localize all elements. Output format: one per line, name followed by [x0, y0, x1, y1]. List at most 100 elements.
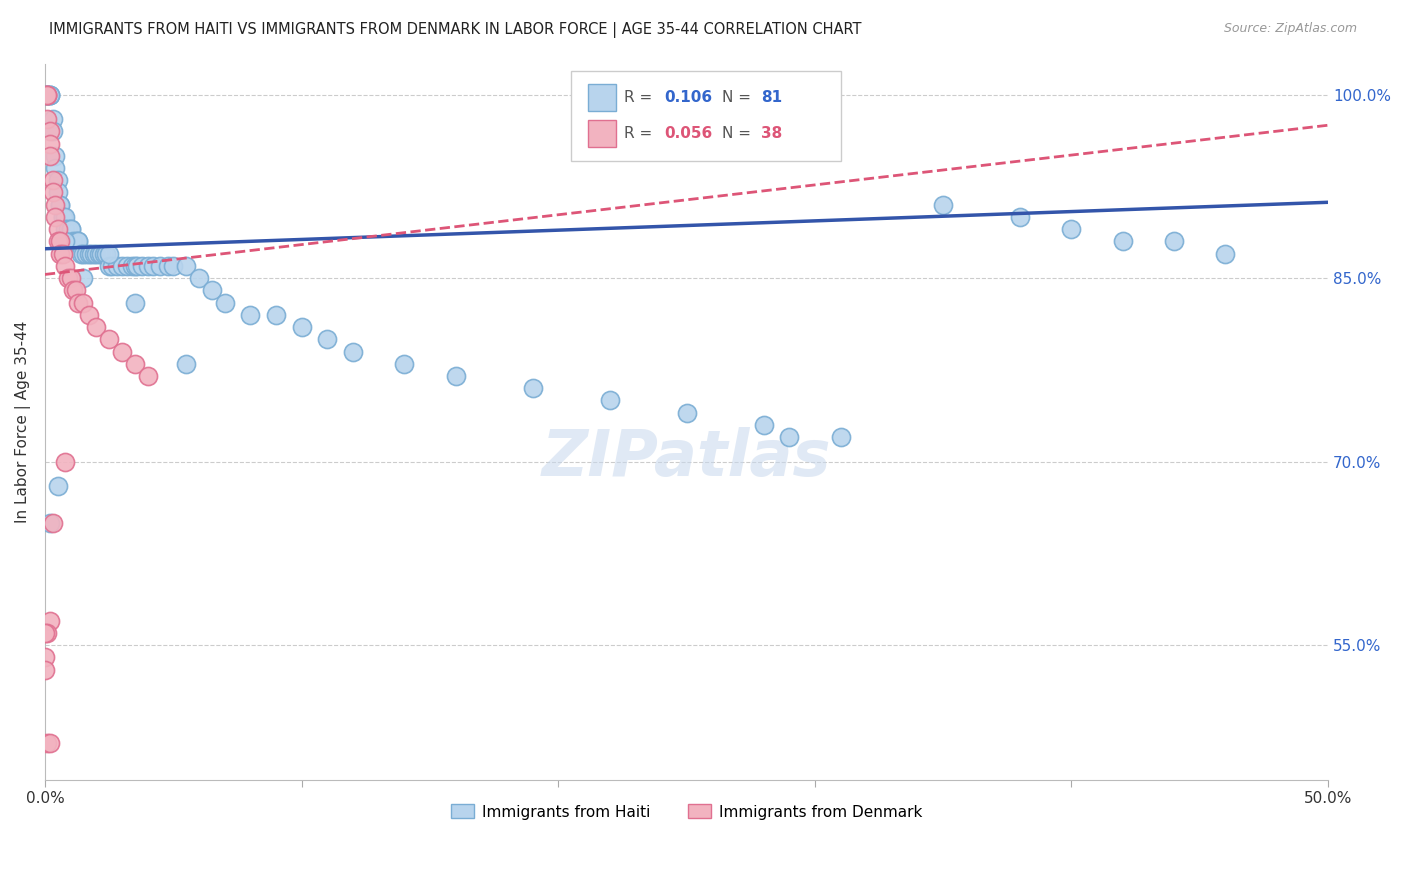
Point — [90, 246, 112, 260]
Point — [65, 235, 87, 249]
Point — [52, 210, 75, 224]
Point — [55, 222, 77, 236]
Text: Source: ZipAtlas.com: Source: ZipAtlas.com — [1223, 22, 1357, 36]
Point — [41, 516, 63, 530]
Point — [72, 295, 94, 310]
Point — [1112, 235, 1135, 249]
Point — [444, 368, 467, 383]
Point — [1215, 246, 1237, 260]
Point — [93, 246, 115, 260]
Point — [599, 393, 621, 408]
Point — [84, 246, 107, 260]
Point — [52, 246, 75, 260]
Point — [522, 381, 544, 395]
Point — [98, 259, 121, 273]
FancyBboxPatch shape — [588, 84, 616, 112]
Point — [39, 87, 62, 102]
Point — [37, 625, 59, 640]
Point — [214, 295, 236, 310]
Text: R =: R = — [624, 90, 657, 105]
Point — [59, 271, 82, 285]
Text: N =: N = — [723, 126, 756, 141]
Point — [187, 271, 209, 285]
Y-axis label: In Labor Force | Age 35-44: In Labor Force | Age 35-44 — [15, 320, 31, 523]
Text: 81: 81 — [761, 90, 782, 105]
Point — [55, 259, 77, 273]
Point — [201, 283, 224, 297]
Point — [98, 332, 121, 346]
Point — [37, 112, 59, 127]
Point — [675, 406, 697, 420]
Point — [41, 186, 63, 200]
Point — [264, 308, 287, 322]
Point — [149, 259, 172, 273]
Point — [55, 210, 77, 224]
Point — [124, 357, 146, 371]
Point — [72, 246, 94, 260]
Point — [342, 344, 364, 359]
Point — [96, 246, 118, 260]
Point — [111, 259, 134, 273]
Text: 38: 38 — [761, 126, 782, 141]
Point — [67, 235, 90, 249]
Point — [100, 259, 122, 273]
Point — [56, 222, 79, 236]
Point — [67, 235, 90, 249]
Point — [239, 308, 262, 322]
Point — [157, 259, 180, 273]
Legend: Immigrants from Haiti, Immigrants from Denmark: Immigrants from Haiti, Immigrants from D… — [444, 798, 928, 826]
Point — [98, 246, 121, 260]
Point — [37, 87, 59, 102]
Point — [136, 259, 159, 273]
Point — [392, 357, 415, 371]
FancyBboxPatch shape — [571, 71, 841, 161]
Point — [752, 417, 775, 432]
Point — [830, 430, 852, 444]
Point — [39, 124, 62, 138]
Point — [37, 87, 59, 102]
Point — [124, 295, 146, 310]
Point — [83, 246, 105, 260]
Point — [290, 320, 312, 334]
Point — [39, 87, 62, 102]
Point — [34, 663, 56, 677]
Point — [46, 479, 69, 493]
Point — [131, 259, 153, 273]
Point — [174, 357, 197, 371]
Text: N =: N = — [723, 90, 756, 105]
Point — [39, 614, 62, 628]
Point — [55, 235, 77, 249]
Point — [34, 625, 56, 640]
Point — [41, 173, 63, 187]
Point — [124, 259, 146, 273]
Point — [34, 87, 56, 102]
Point — [49, 246, 72, 260]
Point — [59, 222, 82, 236]
Point — [1010, 210, 1032, 224]
Point — [37, 87, 59, 102]
Point — [37, 87, 59, 102]
Text: 0.056: 0.056 — [665, 126, 713, 141]
Point — [75, 246, 97, 260]
Point — [87, 246, 110, 260]
Point — [65, 283, 87, 297]
Point — [37, 87, 59, 102]
Point — [1060, 222, 1083, 236]
Point — [174, 259, 197, 273]
Point — [39, 516, 62, 530]
Point — [77, 246, 100, 260]
Text: R =: R = — [624, 126, 657, 141]
Point — [46, 173, 69, 187]
Point — [46, 235, 69, 249]
Point — [62, 235, 84, 249]
Point — [34, 650, 56, 665]
Point — [69, 246, 91, 260]
Point — [55, 454, 77, 468]
Point — [52, 210, 75, 224]
Point — [77, 308, 100, 322]
Point — [49, 235, 72, 249]
Point — [49, 198, 72, 212]
Point — [49, 198, 72, 212]
Point — [162, 259, 184, 273]
Point — [41, 112, 63, 127]
